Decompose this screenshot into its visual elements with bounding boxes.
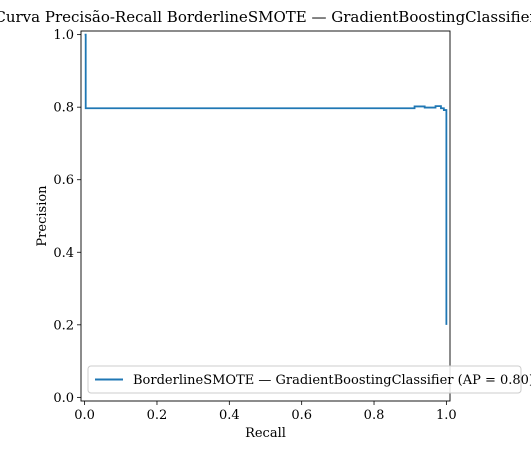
legend-box — [87, 365, 522, 394]
x-axis-ticks: 0.0 0.2 0.4 0.6 0.8 1.0 — [74, 401, 457, 423]
x-tick-label: 0.8 — [364, 408, 385, 423]
y-tick-label: 1.0 — [53, 28, 74, 43]
legend-entry-label: BorderlineSMOTE — GradientBoostingClassi… — [133, 373, 531, 388]
x-tick-label: 0.6 — [291, 408, 312, 423]
x-tick-label: 1.0 — [436, 408, 457, 423]
y-tick-label: 0.4 — [53, 246, 74, 261]
legend: BorderlineSMOTE — GradientBoostingClassi… — [87, 365, 531, 394]
y-tick-label: 0.2 — [53, 318, 74, 333]
x-axis-label: Recall — [245, 426, 286, 441]
y-axis-ticks: 0.0 0.2 0.4 0.6 0.8 1.0 — [53, 28, 81, 406]
chart-title: Curva Precisão-Recall BorderlineSMOTE — … — [0, 8, 531, 26]
y-tick-label: 0.8 — [53, 101, 74, 116]
x-tick-label: 0.4 — [219, 408, 240, 423]
y-axis-label: Precision — [35, 185, 50, 247]
y-tick-label: 0.0 — [53, 391, 74, 406]
pr-curve-line — [84, 33, 448, 325]
x-tick-label: 0.2 — [147, 408, 168, 423]
x-tick-label: 0.0 — [74, 408, 95, 423]
axes-frame — [80, 30, 451, 402]
y-tick-label: 0.6 — [53, 173, 74, 188]
series-layer — [84, 33, 448, 325]
plot-area: 0.0 0.2 0.4 0.6 0.8 1.0 0.0 0.2 0.4 0.6 0.8 1.0 — [53, 28, 456, 423]
